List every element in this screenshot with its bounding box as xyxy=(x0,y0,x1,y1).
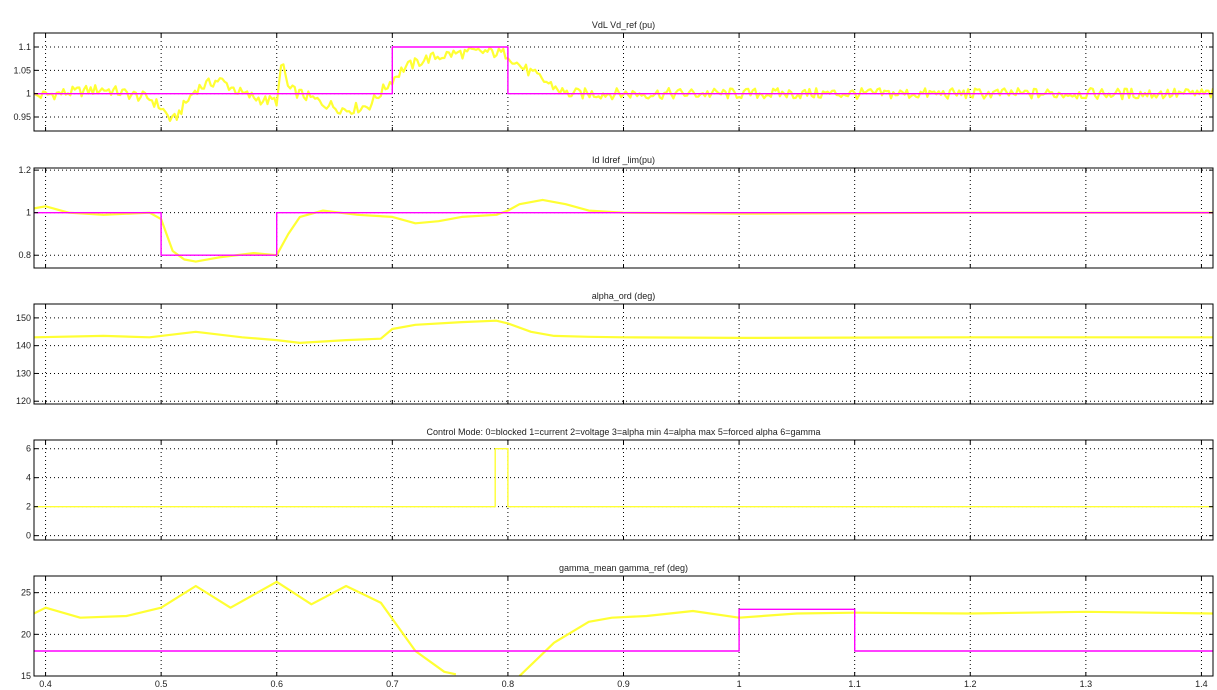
series-line-2 xyxy=(34,211,1213,256)
y-tick-label: 0 xyxy=(26,531,31,541)
y-tick-label: 25 xyxy=(21,588,31,598)
y-tick-label: 0.95 xyxy=(13,112,31,122)
y-tick-label: 1 xyxy=(26,208,31,218)
y-tick-label: 150 xyxy=(16,313,31,323)
y-tick-label: 20 xyxy=(21,629,31,639)
y-tick-label: 1.2 xyxy=(18,165,31,175)
panel-title: VdL Vd_ref (pu) xyxy=(592,20,655,30)
panel-title: gamma_mean gamma_ref (deg) xyxy=(559,563,688,573)
traces xyxy=(34,319,1213,344)
x-tick-label: 1.2 xyxy=(964,679,977,689)
y-tick-label: 1.1 xyxy=(18,42,31,52)
traces xyxy=(34,198,1213,263)
series-line-1 xyxy=(34,448,1213,508)
traces xyxy=(34,46,1213,123)
panel-2: Id Idref _lim(pu) 0.8 1 1.2 xyxy=(18,155,1214,269)
panel-title: Id Idref _lim(pu) xyxy=(592,155,655,165)
panel-3: alpha_ord (deg) 120 130 140 150 xyxy=(16,291,1214,406)
panel-4: Control Mode: 0=blocked 1=current 2=volt… xyxy=(26,427,1214,541)
series-line-3 xyxy=(34,608,1213,652)
y-tick-label: 15 xyxy=(21,671,31,681)
series-line-2 xyxy=(34,46,1213,95)
y-tick-label: 2 xyxy=(26,502,31,512)
panel-title: alpha_ord (deg) xyxy=(592,291,656,301)
panel-title: Control Mode: 0=blocked 1=current 2=volt… xyxy=(426,427,820,437)
y-tick-label: 0.8 xyxy=(18,250,31,260)
series-line-1 xyxy=(34,580,457,676)
traces xyxy=(34,580,1213,676)
x-tick-label: 0.9 xyxy=(617,679,630,689)
x-tick-label: 1 xyxy=(737,679,742,689)
x-tick-label: 0.6 xyxy=(270,679,283,689)
series-line-1 xyxy=(34,319,1213,344)
traces xyxy=(34,448,1213,508)
y-tick-label: 1 xyxy=(26,89,31,99)
x-tick-label: 0.4 xyxy=(39,679,52,689)
x-tick-label: 0.5 xyxy=(155,679,168,689)
y-tick-label: 4 xyxy=(26,473,31,483)
y-tick-label: 1.05 xyxy=(13,65,31,75)
panel-5: gamma_mean gamma_ref (deg) 15 20 25 0.4 0.5 0.… xyxy=(21,563,1214,689)
y-tick-label: 130 xyxy=(16,368,31,378)
y-tick-label: 6 xyxy=(26,444,31,454)
x-tick-label: 1.4 xyxy=(1195,679,1208,689)
panel-1: VdL Vd_ref (pu) 0.95 1 1.05 1.1 xyxy=(13,20,1214,132)
x-tick-label: 1.3 xyxy=(1080,679,1093,689)
x-tick-label: 1.1 xyxy=(848,679,861,689)
y-tick-label: 140 xyxy=(16,341,31,351)
x-tick-label: 0.8 xyxy=(502,679,515,689)
y-tick-label: 120 xyxy=(16,396,31,406)
series-line-2 xyxy=(518,609,1213,676)
x-tick-label: 0.7 xyxy=(386,679,399,689)
